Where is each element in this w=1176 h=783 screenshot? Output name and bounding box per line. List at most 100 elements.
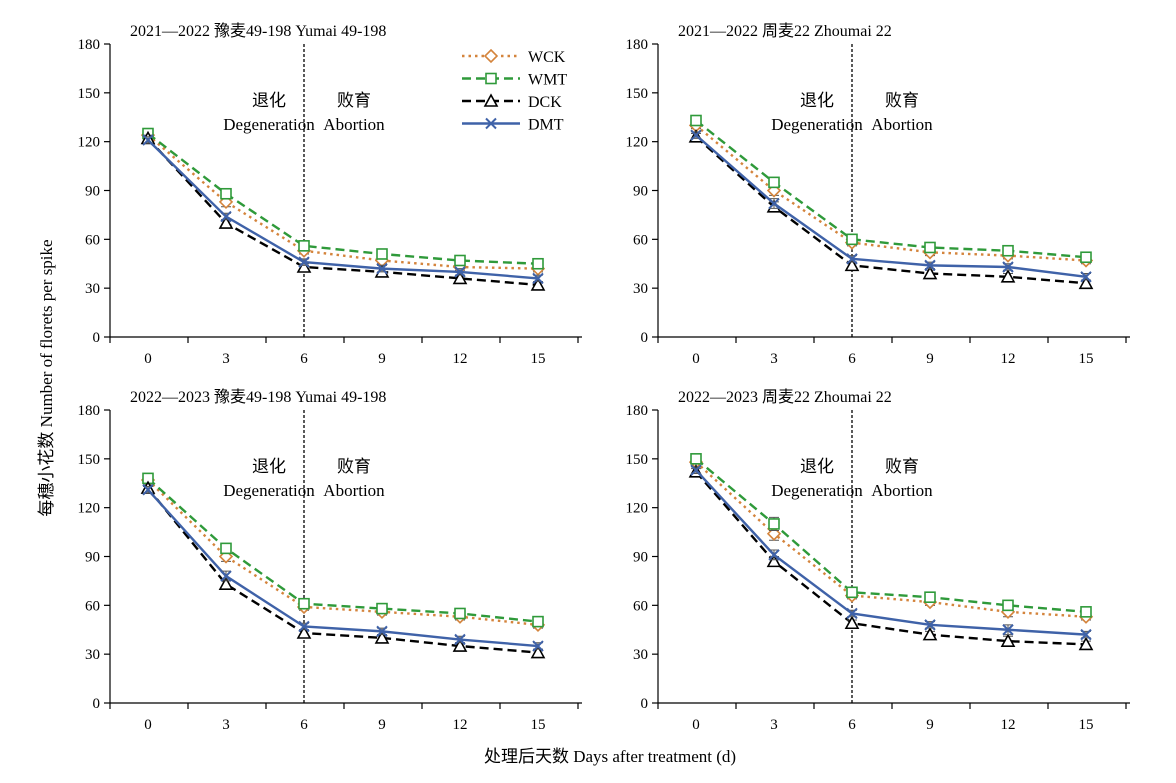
data-point-wmt [298,240,310,252]
x-axis-title: 处理后天数 Days after treatment (d) [484,747,736,766]
series-wmt [142,472,544,628]
series-dmt [142,484,544,652]
data-point-dmt [1002,261,1014,273]
series-line-wck [147,134,539,270]
y-tick-label: 60 [633,232,648,248]
data-point-wmt [924,241,936,254]
data-point-dmt [690,464,702,476]
data-point-dmt [220,210,232,223]
data-point-dmt [454,633,466,646]
data-point-dmt [846,253,858,265]
series-line-dck [147,487,539,654]
x-tick-label: 15 [1079,351,1094,367]
y-tick-label: 0 [641,330,649,346]
data-point-dmt [142,484,154,496]
data-point-dmt [1080,628,1092,641]
chart-panel-4: 0 30 60 90 120 150 180 0 3 6 9 12 15 2022—2023 周麦22 Z… [626,388,1130,733]
legend-label-dmt: DMT [528,117,564,134]
chart-panel-2: 0 30 60 90 120 150 180 0 3 6 9 12 15 2021—2022 周麦22 Z… [626,22,1130,367]
y-tick-label: 150 [78,86,101,102]
data-point-dmt [454,266,466,278]
x-tick-label: 6 [300,351,308,367]
y-tick-label: 150 [626,452,649,468]
phase-label-abortion-en: Abortion [323,115,385,134]
series-dmt [142,134,544,285]
series-dck [140,480,546,659]
data-point-wmt [454,254,466,267]
phase-label-degeneration-en: Degeneration [771,115,863,134]
x-tick-label: 0 [692,717,700,733]
data-point-dck [296,625,312,639]
data-point-wmt [768,518,780,530]
panel-title: 2022—2023 周麦22 Zhoumai 22 [678,388,892,406]
y-tick-label: 120 [78,501,101,517]
phase-label-abortion-en: Abortion [871,115,933,134]
phase-label-abortion-en: Abortion [323,481,385,500]
y-tick-label: 60 [633,598,648,614]
data-point-dmt [532,272,544,285]
series-line-dmt [695,134,1087,278]
phase-label-abortion-cn: 败育 [885,457,919,476]
data-point-dck [844,257,860,272]
data-point-dck [844,615,860,630]
data-point-dmt [1080,271,1092,283]
y-tick-label: 90 [85,550,100,566]
series-wck [140,128,546,276]
x-tick-label: 3 [222,351,230,367]
data-point-wmt [298,597,310,610]
series-line-wmt [695,457,1087,614]
legend-label-dck: DCK [528,94,562,111]
data-point-dck [530,644,546,659]
legend-label-wck: WCK [528,49,566,66]
y-tick-label: 90 [633,550,648,566]
series-wmt [690,114,1092,264]
x-tick-label: 3 [770,351,778,367]
data-point-dck [218,576,234,590]
y-tick-label: 30 [633,281,648,297]
data-point-wmt [532,257,544,270]
y-tick-label: 30 [85,281,100,297]
series-line-dck [695,135,1087,285]
phase-label-degeneration-en: Degeneration [223,481,315,500]
y-tick-label: 180 [626,403,649,419]
y-tick-label: 180 [78,403,101,419]
x-tick-label: 15 [531,351,546,367]
x-tick-label: 9 [926,351,934,367]
data-point-dmt [532,640,544,652]
y-axis-title: 每穗小花数 Number of florets per spike [37,239,56,516]
data-point-dck [1000,269,1016,283]
data-point-dck [922,626,938,641]
series-line-wck [147,479,539,627]
panel-title: 2021—2022 周麦22 Zhoumai 22 [678,22,892,40]
y-tick-label: 120 [626,135,649,151]
series-dmt [690,129,1092,283]
data-point-wmt [768,176,780,189]
data-point-wmt [690,114,702,127]
data-point-dmt [768,549,780,561]
x-tick-label: 6 [848,351,856,367]
data-point-wmt [1002,244,1014,257]
data-point-dmt [298,256,310,268]
data-point-wmt [376,248,388,260]
phase-label-degeneration-cn: 退化 [252,457,286,476]
x-tick-label: 12 [1001,717,1016,733]
x-tick-label: 6 [848,717,856,733]
legend-marker-dmt [485,117,497,130]
data-point-dck [452,638,468,652]
series-line-dck [147,137,539,287]
y-tick-label: 0 [93,330,101,346]
data-point-dck [452,270,468,285]
phase-label-degeneration-en: Degeneration [223,115,315,134]
y-tick-label: 180 [626,37,649,53]
y-tick-label: 0 [641,696,649,712]
x-tick-label: 12 [453,351,468,367]
series-line-wmt [695,119,1087,259]
data-point-dck [530,277,546,291]
data-point-wmt [532,615,544,628]
y-tick-label: 150 [78,452,101,468]
legend-label-wmt: WMT [528,72,567,89]
panel-title: 2021—2022 豫麦49-198 Yumai 49-198 [130,22,386,40]
chart-panel-1: 0 30 60 90 120 150 180 0 3 6 9 12 15 2021—2022 豫麦49-1… [78,22,582,367]
